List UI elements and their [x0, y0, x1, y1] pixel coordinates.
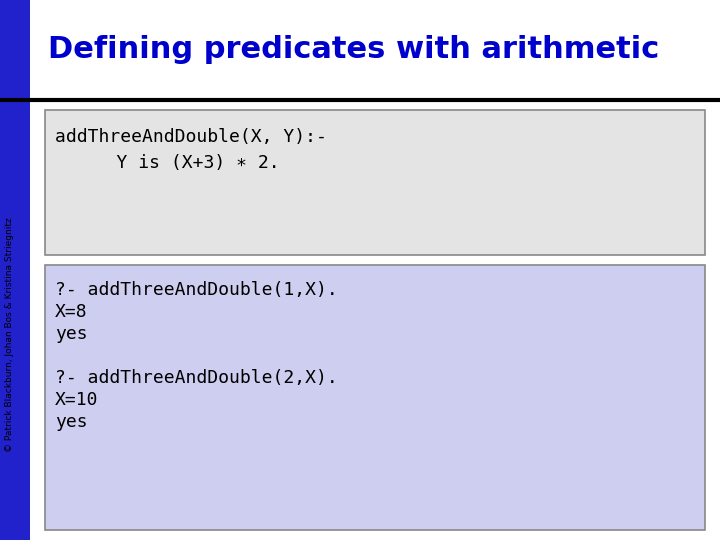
Bar — [45, 265, 705, 530]
Text: Y is (X+3) ∗ 2.: Y is (X+3) ∗ 2. — [73, 154, 279, 172]
Text: addThreeAndDouble(X, Y):-: addThreeAndDouble(X, Y):- — [55, 128, 327, 146]
Text: Defining predicates with arithmetic: Defining predicates with arithmetic — [48, 36, 660, 64]
Text: yes: yes — [55, 325, 88, 343]
Bar — [45, 110, 705, 255]
Text: ?- addThreeAndDouble(2,X).: ?- addThreeAndDouble(2,X). — [55, 369, 338, 387]
Text: X=10: X=10 — [55, 391, 99, 409]
Text: © Patrick Blackburn, Johan Bos & Kristina Striegnitz: © Patrick Blackburn, Johan Bos & Kristin… — [6, 218, 14, 452]
Text: X=8: X=8 — [55, 303, 88, 321]
Bar — [0, 0, 30, 540]
Bar — [30, 0, 720, 100]
Text: yes: yes — [55, 413, 88, 431]
Text: ?- addThreeAndDouble(1,X).: ?- addThreeAndDouble(1,X). — [55, 281, 338, 299]
